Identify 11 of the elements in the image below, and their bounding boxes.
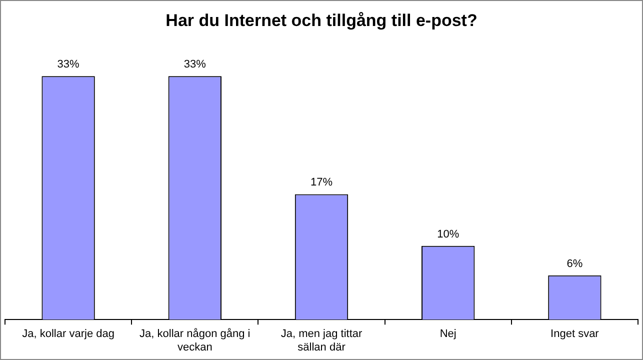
- data-label: 6%: [566, 258, 583, 270]
- data-label: 33%: [184, 58, 206, 71]
- x-tick-label: Ja, men jag tittar sällan där: [280, 328, 362, 354]
- data-label: 33%: [57, 58, 80, 71]
- chart-title: Har du Internet och tillgång till e-post?: [166, 10, 478, 30]
- x-tick-label: Inget svar: [550, 328, 600, 340]
- data-label: 10%: [437, 228, 460, 240]
- data-label: 17%: [310, 176, 333, 189]
- x-tick-label: Ja, kollar någon gång i veckan: [140, 328, 250, 354]
- x-tick-label: Ja, kollar varje dag: [22, 328, 114, 340]
- x-tick-label: Nej: [440, 328, 456, 340]
